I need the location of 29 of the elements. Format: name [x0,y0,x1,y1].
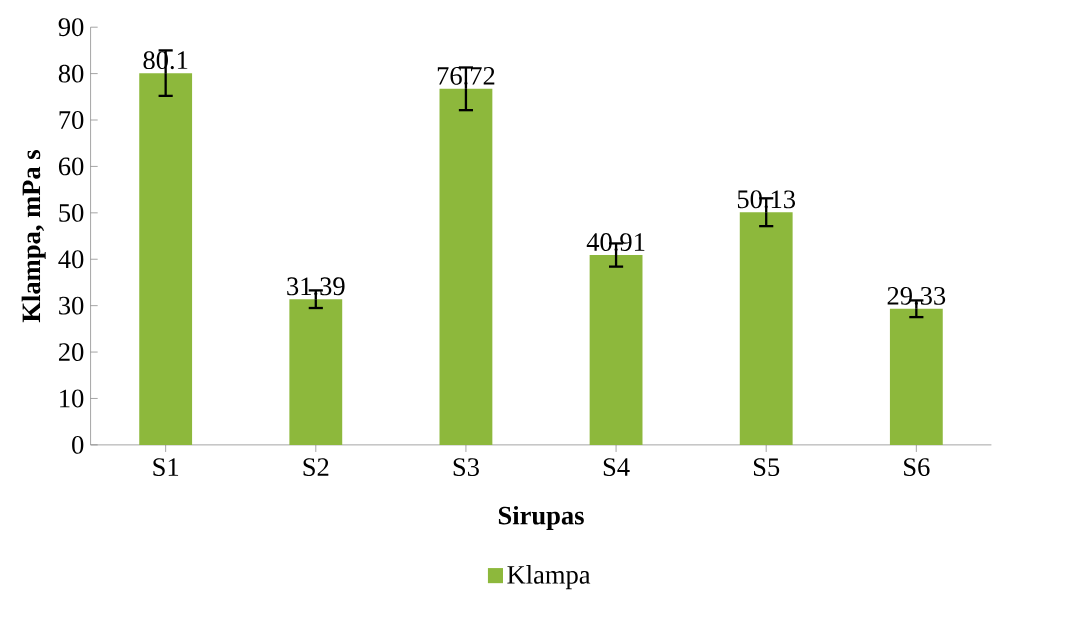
y-tick-label: 80 [58,64,84,83]
y-tick-label: 60 [58,157,84,176]
legend-label: Klampa [507,565,591,590]
y-axis-title: Klampa, mPa s [21,150,46,323]
bar [139,73,193,445]
y-tick-label: 50 [59,203,84,222]
y-tick-label: 90 [58,18,84,37]
bar [889,308,943,445]
data-label: 40.91 [586,233,645,252]
y-tick-label: 40 [58,250,84,269]
data-label: 29.33 [887,286,946,305]
y-tick-label: 0 [72,435,84,454]
bar [739,212,793,445]
x-tick-label: S1 [153,458,179,477]
x-tick-label: S5 [753,458,780,477]
bar [289,299,343,445]
x-axis-title: Sirupas [498,505,584,530]
y-tick-label: 30 [59,296,84,315]
x-tick-label: S2 [303,458,329,477]
x-tick-label: S3 [453,458,479,477]
x-tick-label: S4 [603,458,630,477]
y-tick-label: 20 [58,343,84,361]
y-tick-label: 70 [59,111,84,129]
x-tick-label: S6 [904,458,930,477]
data-label: 50.13 [737,190,796,209]
bar [589,255,643,445]
bar [439,88,493,445]
y-tick-label: 10 [60,389,84,408]
data-label: 31.39 [287,277,345,296]
